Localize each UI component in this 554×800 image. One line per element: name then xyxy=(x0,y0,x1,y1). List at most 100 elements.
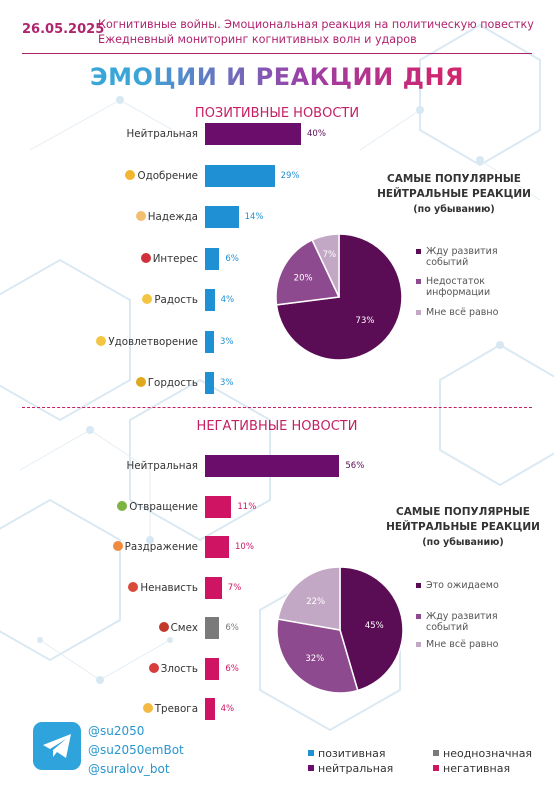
legend-swatch xyxy=(308,765,314,771)
bar-value-label: 3% xyxy=(220,336,234,347)
bar-category-text: Раздражение xyxy=(124,541,198,553)
bar-value-label: 29% xyxy=(280,170,300,181)
pie2-title: САМЫЕ ПОПУЛЯРНЫЕ НЕЙТРАЛЬНЫЕ РЕАКЦИИ (по… xyxy=(378,505,548,550)
bar-category-label: Интерес xyxy=(8,248,198,270)
angry-face-icon xyxy=(112,541,123,551)
pie-slice xyxy=(277,566,341,631)
pie2-title-text: САМЫЕ ПОПУЛЯРНЫЕ НЕЙТРАЛЬНЫЕ РЕАКЦИИ xyxy=(386,506,540,533)
pie1-chart: 73% 20% 7% xyxy=(275,233,403,361)
bar-category-label: Отвращение xyxy=(8,496,198,518)
legend-positive: позитивная xyxy=(308,747,386,760)
pie-legend-label: Мне всё равно xyxy=(426,307,499,318)
pie-slice xyxy=(275,238,341,306)
bar-value-label: 6% xyxy=(225,663,239,674)
praying-hands-icon xyxy=(135,211,146,221)
bar xyxy=(205,123,301,145)
legend-label: неоднозначная xyxy=(443,747,533,760)
legend-neutral: нейтральная xyxy=(308,762,393,775)
pie-legend-item: Это ожидаемо xyxy=(416,580,526,591)
bar xyxy=(205,657,220,680)
pie-legend-item: Мне всё равно xyxy=(416,307,526,318)
legend-swatch xyxy=(416,310,421,315)
pie-legend-label: Жду развития событий xyxy=(426,246,498,268)
header-line-2: Ежедневный мониторинг когнитивных волн и… xyxy=(98,33,417,46)
bar-category-label: Нейтральная xyxy=(8,455,199,477)
bar-value-label: 6% xyxy=(225,253,239,264)
pie-legend-label: Это ожидаемо xyxy=(426,580,499,591)
pouting-face-icon xyxy=(148,662,159,673)
anxious-face-icon xyxy=(142,703,153,713)
bar-value-label: 3% xyxy=(220,378,234,388)
bar-category-label: Радость xyxy=(8,289,198,311)
grinning-face-icon xyxy=(142,294,153,304)
bar-category-text: Радость xyxy=(154,294,198,306)
legend-swatch xyxy=(416,583,421,588)
bar-value-label: 14% xyxy=(244,212,264,222)
bar-category-label: Смех xyxy=(8,617,198,639)
bar-value-label: 10% xyxy=(235,542,254,552)
report-date: 26.05.2025 xyxy=(22,22,105,37)
devil-face-icon xyxy=(158,622,169,632)
legend-label: нейтральная xyxy=(318,762,394,775)
pie-value-label: 32% xyxy=(305,654,324,664)
bar-value-label: 56% xyxy=(345,461,365,471)
pie1-title-text: САМЫЕ ПОПУЛЯРНЫЕ НЕЙТРАЛЬНЫЕ РЕАКЦИИ xyxy=(377,173,531,200)
question-mark-icon xyxy=(140,252,151,263)
legend-swatch xyxy=(416,642,421,647)
bar-category-label: Одобрение xyxy=(8,165,198,187)
positive-section-title: ПОЗИТИВНЫЕ НОВОСТИ xyxy=(194,106,360,121)
section-divider xyxy=(22,407,532,408)
handle-link[interactable]: @su2050 xyxy=(88,724,145,738)
pie2-subtitle: (по убыванию) xyxy=(422,537,504,548)
report-header: Когнитивные войны. Эмоциональная реакция… xyxy=(98,17,534,47)
bar-category-label: Нейтральная xyxy=(8,123,199,145)
bar-category-text: Тревога xyxy=(154,703,198,715)
handle-link[interactable]: @su2050emBot xyxy=(88,743,184,757)
bar-category-text: Нейтральная xyxy=(126,128,199,140)
pie-legend-label: Жду развития событий xyxy=(426,611,498,633)
bar-category-text: Удовлетворение xyxy=(108,335,198,348)
bar xyxy=(205,698,215,720)
bar-category-text: Смех xyxy=(170,622,198,634)
pie-value-label: 73% xyxy=(356,316,375,326)
channel-handles: @su2050 @su2050emBot @suralov_bot xyxy=(88,722,184,779)
pie-slice xyxy=(339,566,404,692)
rage-face-icon xyxy=(128,581,139,592)
legend-swatch xyxy=(416,614,421,619)
negative-section-title: НЕГАТИВНЫЕ НОВОСТИ xyxy=(196,419,358,434)
pie-legend-item: Жду развития событий xyxy=(416,611,526,633)
legend-label: негативная xyxy=(443,762,511,775)
bar xyxy=(205,617,220,639)
pie-slice xyxy=(311,233,340,298)
bar-category-label: Надежда xyxy=(8,206,198,228)
page-title: ЭМОЦИИ И РЕАКЦИИ ДНЯ xyxy=(0,63,554,91)
header-line-1: Когнитивные войны. Эмоциональная реакция… xyxy=(98,18,534,31)
legend-label: позитивная xyxy=(318,747,386,760)
bar xyxy=(205,495,232,518)
pie-legend-label: Мне всё равно xyxy=(426,639,499,650)
legend-swatch xyxy=(433,750,439,756)
bar-category-text: Отвращение xyxy=(129,500,198,513)
bar xyxy=(205,576,222,599)
bar xyxy=(205,372,214,394)
bar-category-label: Тревога xyxy=(8,698,198,720)
bar xyxy=(205,289,215,311)
pie-value-label: 45% xyxy=(365,621,384,631)
smiling-face-icon xyxy=(96,335,107,346)
bar xyxy=(205,164,275,187)
bar-value-label: 7% xyxy=(227,582,242,593)
pie1-subtitle: (по убыванию) xyxy=(413,204,495,215)
bar-category-label: Злость xyxy=(8,658,198,680)
bar-value-label: 4% xyxy=(220,295,235,305)
bar-category-label: Гордость xyxy=(8,372,198,394)
paper-plane-icon xyxy=(43,734,71,758)
nauseated-face-icon xyxy=(117,500,128,511)
bar-category-text: Интерес xyxy=(152,252,198,265)
bar-category-label: Раздражение xyxy=(8,536,198,558)
bar xyxy=(205,206,239,228)
header-divider xyxy=(22,53,532,54)
handle-link[interactable]: @suralov_bot xyxy=(88,762,170,776)
bar-value-label: 4% xyxy=(220,704,235,714)
telegram-logo-icon[interactable] xyxy=(33,722,81,770)
